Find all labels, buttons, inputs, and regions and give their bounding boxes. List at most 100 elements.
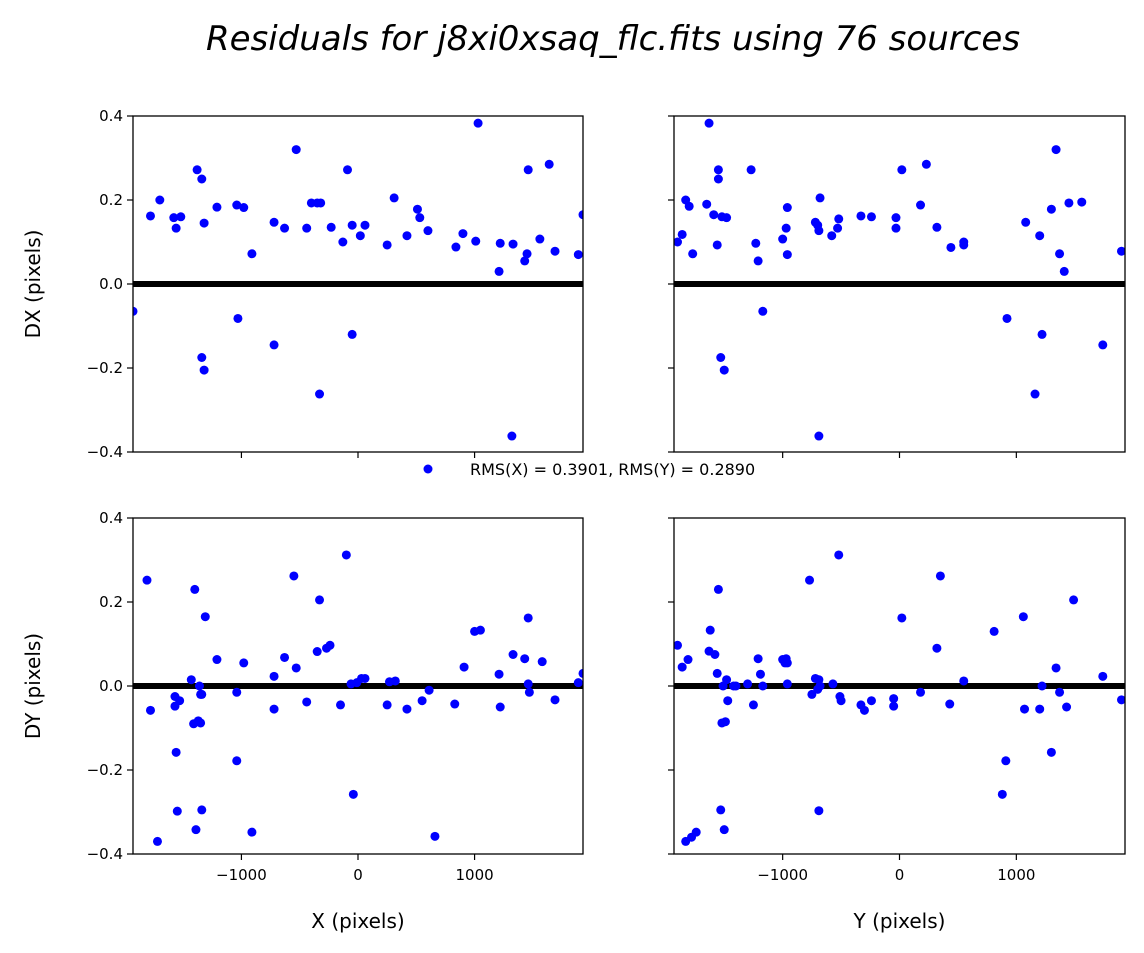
data-point bbox=[782, 679, 792, 689]
data-point bbox=[382, 700, 392, 710]
data-point bbox=[1021, 217, 1031, 227]
data-point bbox=[390, 676, 400, 686]
data-point bbox=[1098, 340, 1108, 350]
plot-area bbox=[674, 118, 1125, 441]
data-point bbox=[171, 223, 181, 233]
data-point bbox=[347, 329, 357, 339]
data-point bbox=[348, 789, 358, 799]
data-point bbox=[935, 571, 945, 581]
data-point bbox=[191, 825, 201, 835]
data-point bbox=[751, 238, 761, 248]
data-point bbox=[684, 201, 694, 211]
data-point bbox=[1069, 595, 1079, 605]
data-point bbox=[578, 210, 583, 220]
data-point bbox=[959, 676, 969, 686]
data-point bbox=[451, 242, 461, 252]
data-point bbox=[834, 214, 844, 224]
data-point bbox=[423, 226, 433, 236]
data-point bbox=[155, 195, 165, 205]
data-point bbox=[688, 249, 698, 259]
data-point bbox=[834, 550, 844, 560]
data-point bbox=[175, 696, 185, 706]
data-point bbox=[782, 203, 792, 213]
y-tick-label: 0.0 bbox=[99, 275, 123, 293]
data-point bbox=[713, 174, 723, 184]
data-point bbox=[269, 671, 279, 681]
data-point bbox=[289, 571, 299, 581]
data-point bbox=[347, 220, 357, 230]
data-point bbox=[550, 246, 560, 256]
data-point bbox=[197, 353, 207, 362]
data-point bbox=[866, 212, 876, 222]
data-point bbox=[507, 431, 517, 441]
y-tick-label: 0.4 bbox=[99, 509, 123, 527]
data-point bbox=[471, 236, 481, 246]
data-point bbox=[836, 696, 846, 706]
y-tick-label: −0.4 bbox=[87, 845, 123, 863]
data-point bbox=[677, 229, 687, 239]
data-point bbox=[169, 213, 179, 223]
data-point bbox=[233, 313, 243, 323]
data-point bbox=[674, 237, 683, 247]
data-point bbox=[1030, 389, 1040, 399]
data-point bbox=[171, 747, 181, 757]
data-point bbox=[402, 231, 412, 241]
data-point bbox=[355, 231, 365, 241]
panel-dy-vs-y: −1000 0 1000 Y (pixels) bbox=[668, 517, 1126, 933]
data-point bbox=[412, 204, 422, 214]
data-point bbox=[997, 789, 1007, 799]
data-point bbox=[807, 689, 817, 699]
data-point bbox=[710, 650, 720, 659]
y-tick-label: 0.2 bbox=[99, 593, 123, 611]
legend: RMS(X) = 0.3901, RMS(Y) = 0.2890 bbox=[423, 460, 755, 479]
data-point bbox=[1055, 687, 1065, 697]
data-point bbox=[212, 202, 222, 212]
y-tick-label: 0.2 bbox=[99, 191, 123, 209]
data-point bbox=[815, 193, 825, 203]
data-point bbox=[550, 695, 560, 705]
x-axis-label: Y (pixels) bbox=[853, 909, 946, 933]
data-point bbox=[495, 238, 505, 248]
y-tick-label: −0.2 bbox=[87, 359, 123, 377]
data-point bbox=[781, 223, 791, 233]
data-point bbox=[814, 806, 824, 816]
data-point bbox=[341, 550, 351, 560]
data-point bbox=[814, 431, 824, 441]
data-point bbox=[302, 223, 312, 233]
data-point bbox=[743, 679, 753, 689]
y-axis-label: DY (pixels) bbox=[21, 633, 45, 739]
legend-marker bbox=[423, 464, 433, 474]
data-point bbox=[239, 658, 249, 668]
data-point bbox=[197, 174, 207, 184]
data-point bbox=[1077, 197, 1087, 207]
x-tick-label: 1000 bbox=[997, 866, 1035, 884]
data-point bbox=[133, 306, 138, 316]
data-point bbox=[402, 704, 412, 714]
data-point bbox=[247, 827, 257, 837]
data-point bbox=[172, 806, 182, 816]
data-point bbox=[302, 697, 312, 707]
figure-title: Residuals for j8xi0xsaq_flc.fits using 7… bbox=[206, 19, 1020, 59]
data-point bbox=[269, 217, 279, 227]
data-point bbox=[291, 145, 301, 155]
plot-area bbox=[133, 118, 583, 441]
data-point bbox=[197, 689, 207, 699]
data-point bbox=[232, 756, 242, 766]
data-point bbox=[705, 625, 715, 635]
data-point bbox=[713, 584, 723, 594]
data-point bbox=[889, 701, 899, 711]
data-point bbox=[945, 699, 955, 709]
data-point bbox=[782, 250, 792, 260]
data-point bbox=[1037, 681, 1047, 691]
data-point bbox=[315, 595, 325, 605]
data-point bbox=[719, 365, 729, 375]
panel-dx-vs-y bbox=[668, 115, 1126, 458]
data-point bbox=[382, 240, 392, 250]
data-point bbox=[544, 159, 554, 169]
data-point bbox=[291, 663, 301, 673]
y-tick-label: 0.4 bbox=[99, 107, 123, 125]
data-point bbox=[1062, 702, 1072, 712]
plot-area bbox=[133, 550, 583, 846]
data-point bbox=[1046, 747, 1056, 757]
data-point bbox=[720, 717, 730, 727]
